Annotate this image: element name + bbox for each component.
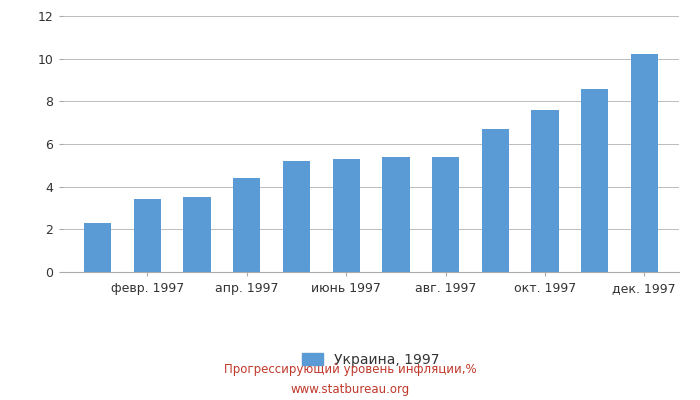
Bar <box>332 159 360 272</box>
Bar <box>631 54 658 272</box>
Text: www.statbureau.org: www.statbureau.org <box>290 384 410 396</box>
Text: Прогрессирующий уровень инфляции,%: Прогрессирующий уровень инфляции,% <box>224 364 476 376</box>
Bar <box>283 161 310 272</box>
Bar <box>134 200 161 272</box>
Bar <box>382 157 410 272</box>
Bar <box>233 178 260 272</box>
Bar <box>183 197 211 272</box>
Bar <box>581 88 608 272</box>
Bar <box>84 223 111 272</box>
Legend: Украина, 1997: Украина, 1997 <box>297 348 445 372</box>
Bar <box>482 129 509 272</box>
Bar <box>432 157 459 272</box>
Bar <box>531 110 559 272</box>
